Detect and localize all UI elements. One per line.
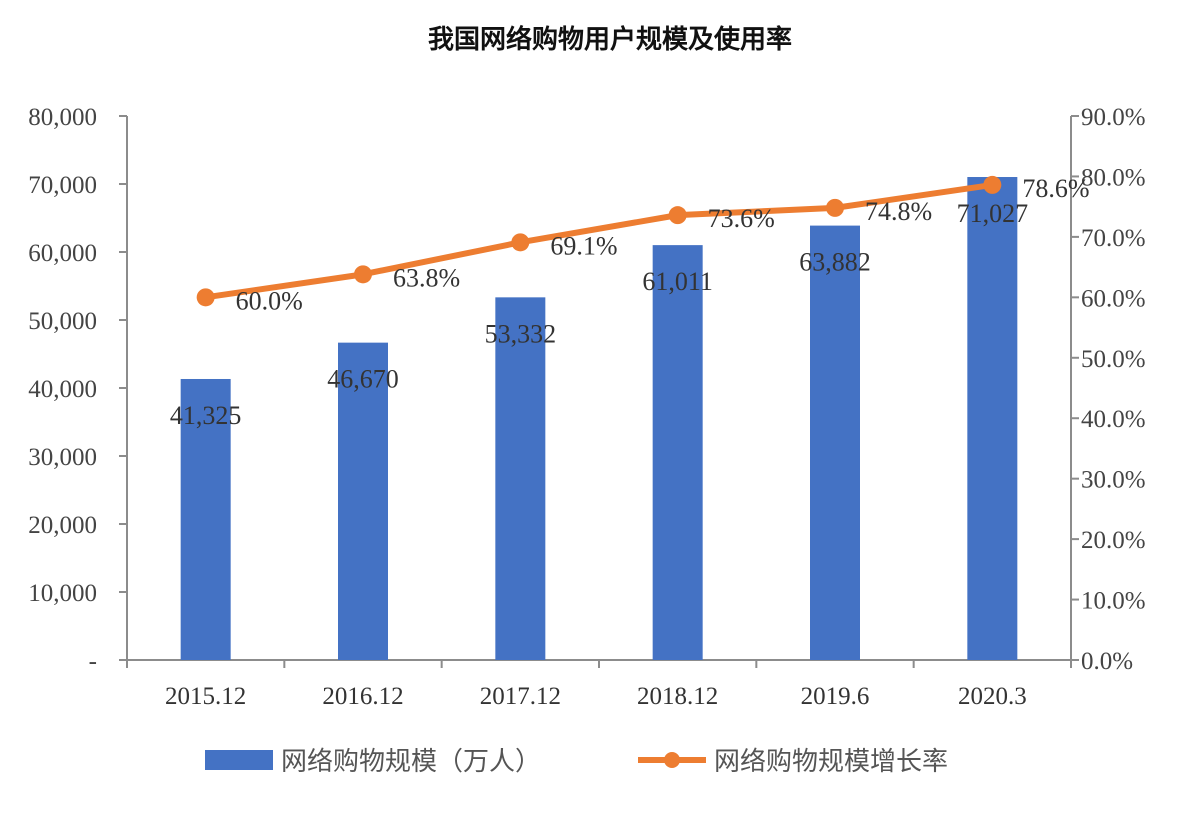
y-right-tick-label: 80.0% — [1081, 164, 1146, 191]
bar — [180, 378, 231, 660]
bar-value-label: 53,332 — [485, 319, 557, 348]
bar-value-label: 63,882 — [799, 248, 871, 277]
legend-swatch-bar — [205, 750, 273, 770]
y-left-tick-label: 20,000 — [28, 512, 97, 539]
line-value-label: 69.1% — [550, 231, 617, 260]
bar-value-label: 61,011 — [642, 267, 713, 296]
line-series — [196, 175, 1002, 307]
bar-series — [180, 177, 1018, 661]
line-value-label: 73.6% — [708, 204, 775, 233]
y-right-tick-label: 20.0% — [1081, 527, 1146, 554]
y-right-tick-label: 10.0% — [1081, 588, 1146, 615]
chart-title: 我国网络购物用户规模及使用率 — [428, 24, 792, 55]
legend-label-line: 网络购物规模增长率 — [714, 747, 948, 777]
x-tick-label: 2017.12 — [480, 683, 561, 710]
x-tick-label: 2016.12 — [322, 683, 403, 710]
axes: - 10,000 20,000 30,000 40,000 50,000 60,000 70,… — [28, 104, 1145, 710]
line-point — [196, 288, 215, 307]
bar-value-label: 46,670 — [327, 365, 399, 394]
y-right-tick-label: 60.0% — [1081, 285, 1146, 312]
y-right-tick-label: 0.0% — [1081, 648, 1133, 675]
bar — [495, 297, 546, 660]
y-left-tick-label: 80,000 — [28, 104, 97, 131]
x-tick-label: 2018.12 — [637, 683, 718, 710]
y-left-tick-label: - — [89, 648, 97, 675]
legend-label-bar: 网络购物规模（万人） — [281, 747, 541, 777]
legend-swatch-marker — [664, 752, 680, 768]
y-left-tick-label: 70,000 — [28, 172, 97, 199]
line-value-label: 63.8% — [393, 263, 460, 292]
y-left-tick-label: 40,000 — [28, 376, 97, 403]
bar — [338, 342, 388, 660]
data-labels: 41,325 46,670 53,332 61,011 63,882 71,027 60.0… — [170, 174, 1090, 430]
line-value-label: 60.0% — [236, 286, 303, 315]
y-left-tick-label: 10,000 — [28, 580, 97, 607]
line-value-label: 74.8% — [865, 197, 932, 226]
bar — [810, 225, 860, 660]
y-left-tick-label: 50,000 — [28, 308, 97, 335]
line-point — [983, 175, 1002, 194]
bar-value-label: 41,325 — [170, 401, 242, 430]
bar-value-label: 71,027 — [957, 199, 1029, 228]
line-point — [354, 265, 372, 284]
x-tick-label: 2015.12 — [165, 683, 246, 710]
y-right-tick-label: 30.0% — [1081, 467, 1146, 494]
y-left-tick-label: 30,000 — [28, 444, 97, 471]
y-right-tick-label: 40.0% — [1081, 406, 1146, 433]
line-point — [511, 233, 530, 252]
line-value-label: 78.6% — [1022, 174, 1089, 203]
line-path — [202, 181, 996, 301]
x-tick-label: 2020.3 — [958, 683, 1027, 710]
x-tick-label: 2019.6 — [801, 683, 870, 710]
y-right-tick-label: 70.0% — [1081, 225, 1146, 252]
line-point — [668, 206, 687, 225]
line-point — [826, 198, 844, 217]
bar — [967, 177, 1018, 660]
bar — [652, 245, 703, 661]
legend: 网络购物规模（万人） 网络购物规模增长率 — [205, 747, 948, 777]
y-left-tick-label: 60,000 — [28, 240, 97, 267]
y-right-tick-label: 50.0% — [1081, 346, 1146, 373]
y-right-tick-label: 90.0% — [1081, 104, 1146, 131]
